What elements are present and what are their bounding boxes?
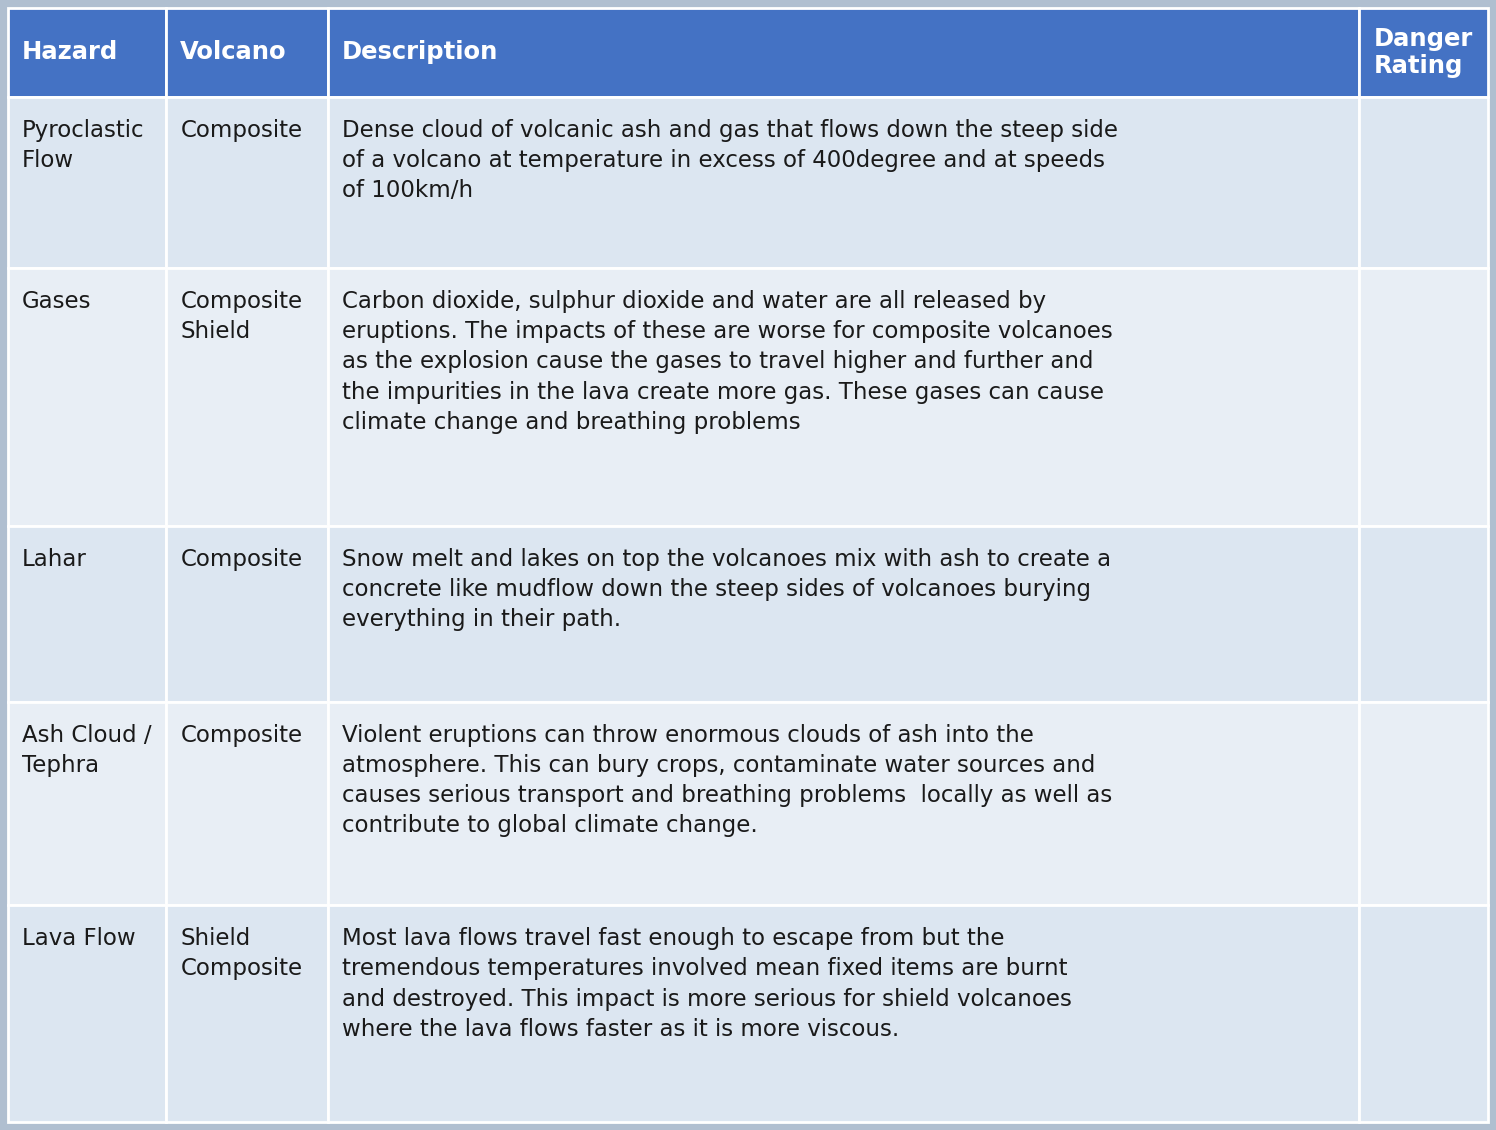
Bar [328, 905, 1360, 1122]
Text: Shield
Composite: Shield Composite [181, 928, 302, 981]
Bar [1360, 97, 1489, 268]
Bar [328, 8, 1360, 97]
Text: Ash Cloud /
Tephra: Ash Cloud / Tephra [22, 723, 151, 776]
Bar [7, 97, 166, 268]
Text: Most lava flows travel fast enough to escape from but the
tremendous temperature: Most lava flows travel fast enough to es… [341, 928, 1071, 1041]
Bar [7, 8, 166, 97]
Bar [7, 525, 166, 702]
Bar [166, 97, 328, 268]
Text: Pyroclastic
Flow: Pyroclastic Flow [22, 119, 145, 172]
Bar [1360, 702, 1489, 905]
Text: Snow melt and lakes on top the volcanoes mix with ash to create a
concrete like : Snow melt and lakes on top the volcanoes… [341, 548, 1110, 632]
Bar [328, 525, 1360, 702]
Bar [166, 905, 328, 1122]
Text: Volcano: Volcano [181, 41, 287, 64]
Bar [166, 8, 328, 97]
Bar [7, 905, 166, 1122]
Bar [7, 702, 166, 905]
Text: Lava Flow: Lava Flow [22, 928, 136, 950]
Text: Composite: Composite [181, 119, 302, 142]
Text: Dense cloud of volcanic ash and gas that flows down the steep side
of a volcano : Dense cloud of volcanic ash and gas that… [341, 119, 1118, 202]
Text: Composite: Composite [181, 548, 302, 571]
Bar [166, 525, 328, 702]
Bar [328, 268, 1360, 525]
Text: Gases: Gases [22, 290, 91, 313]
Bar [328, 97, 1360, 268]
Text: Description: Description [341, 41, 498, 64]
Bar [1360, 8, 1489, 97]
Text: Danger
Rating: Danger Rating [1373, 26, 1472, 78]
Text: Composite
Shield: Composite Shield [181, 290, 302, 344]
Bar [328, 702, 1360, 905]
Bar [166, 702, 328, 905]
Bar [7, 268, 166, 525]
Text: Composite: Composite [181, 723, 302, 747]
Bar [166, 268, 328, 525]
Text: Violent eruptions can throw enormous clouds of ash into the
atmosphere. This can: Violent eruptions can throw enormous clo… [341, 723, 1112, 837]
Bar [1360, 525, 1489, 702]
Bar [1360, 905, 1489, 1122]
Bar [1360, 268, 1489, 525]
Text: Carbon dioxide, sulphur dioxide and water are all released by
eruptions. The imp: Carbon dioxide, sulphur dioxide and wate… [341, 290, 1113, 434]
Text: Lahar: Lahar [22, 548, 87, 571]
Text: Hazard: Hazard [22, 41, 118, 64]
